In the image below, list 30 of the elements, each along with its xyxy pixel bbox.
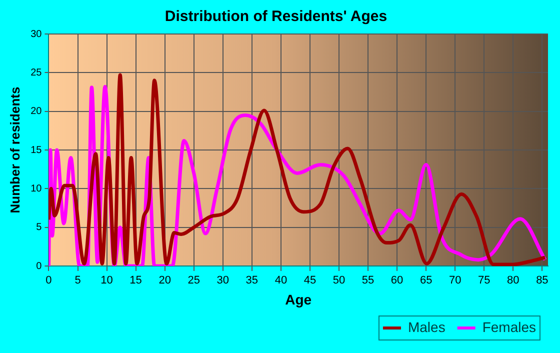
legend-label: Males	[408, 318, 446, 335]
x-tick-label: 0	[46, 274, 52, 287]
x-tick-label: 40	[274, 274, 288, 287]
x-axis-title: Age	[285, 291, 312, 308]
y-tick-label: 0	[36, 260, 42, 272]
x-tick-label: 50	[332, 274, 346, 287]
x-tick-label: 15	[130, 274, 142, 287]
x-tick-label: 5	[74, 274, 81, 287]
x-tick-label: 75	[478, 274, 490, 287]
x-tick-label: 85	[536, 274, 548, 287]
x-tick-label: 30	[216, 274, 230, 287]
y-tick-label: 10	[30, 183, 42, 194]
x-tick-label: 55	[362, 274, 374, 287]
x-tick-label: 20	[158, 274, 171, 287]
chart-title: Distribution of Residents' Ages	[164, 8, 388, 26]
x-tick-label: 25	[188, 274, 200, 287]
x-tick-label: 70	[448, 274, 462, 287]
x-tick-label: 45	[304, 274, 316, 287]
x-tick-label: 10	[100, 274, 113, 287]
y-tick-label: 5	[36, 222, 42, 234]
y-axis-title: Number of residents	[7, 86, 22, 214]
legend-label: Females	[482, 318, 536, 335]
y-tick-label: 15	[30, 144, 42, 156]
y-tick-label: 25	[30, 67, 42, 78]
x-tick-label: 80	[507, 274, 520, 287]
x-tick-label: 35	[246, 274, 258, 287]
y-tick-label: 20	[30, 106, 42, 118]
x-tick-label: 65	[420, 274, 432, 287]
x-tick-label: 60	[390, 274, 404, 287]
y-tick-label: 30	[30, 28, 42, 40]
